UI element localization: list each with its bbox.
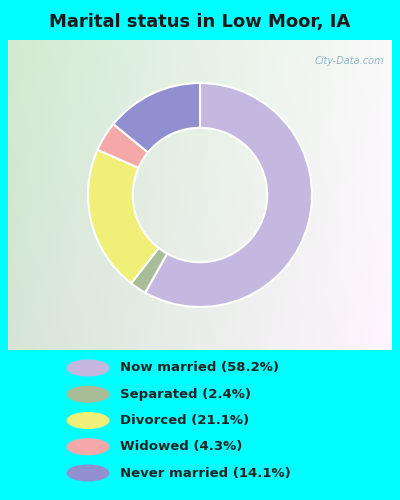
Text: Marital status in Low Moor, IA: Marital status in Low Moor, IA [49,13,351,31]
Wedge shape [113,83,200,152]
Text: City-Data.com: City-Data.com [315,56,384,66]
Circle shape [67,439,109,454]
Wedge shape [98,124,148,168]
Text: Divorced (21.1%): Divorced (21.1%) [120,414,249,427]
Wedge shape [131,248,167,292]
Wedge shape [88,150,159,284]
Circle shape [67,360,109,376]
Text: Now married (58.2%): Now married (58.2%) [120,362,279,374]
Text: Separated (2.4%): Separated (2.4%) [120,388,251,401]
Circle shape [67,386,109,402]
Text: Never married (14.1%): Never married (14.1%) [120,466,291,479]
Text: Widowed (4.3%): Widowed (4.3%) [120,440,242,453]
Wedge shape [145,83,312,307]
Circle shape [67,465,109,481]
Circle shape [67,412,109,428]
